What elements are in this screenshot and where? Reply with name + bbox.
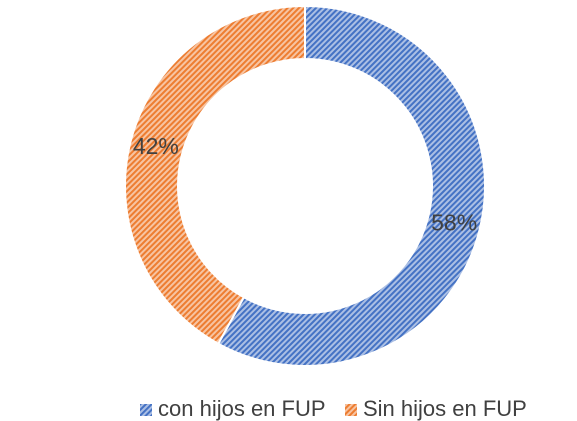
data-label: 42% <box>133 133 179 159</box>
legend-label: con hijos en FUP <box>158 396 326 421</box>
legend-label: Sin hijos en FUP <box>363 396 527 421</box>
data-label: 58% <box>431 209 477 235</box>
donut-slice <box>216 4 486 367</box>
legend-swatch <box>140 404 152 416</box>
legend-swatch <box>345 404 357 416</box>
donut-slice <box>124 4 306 346</box>
